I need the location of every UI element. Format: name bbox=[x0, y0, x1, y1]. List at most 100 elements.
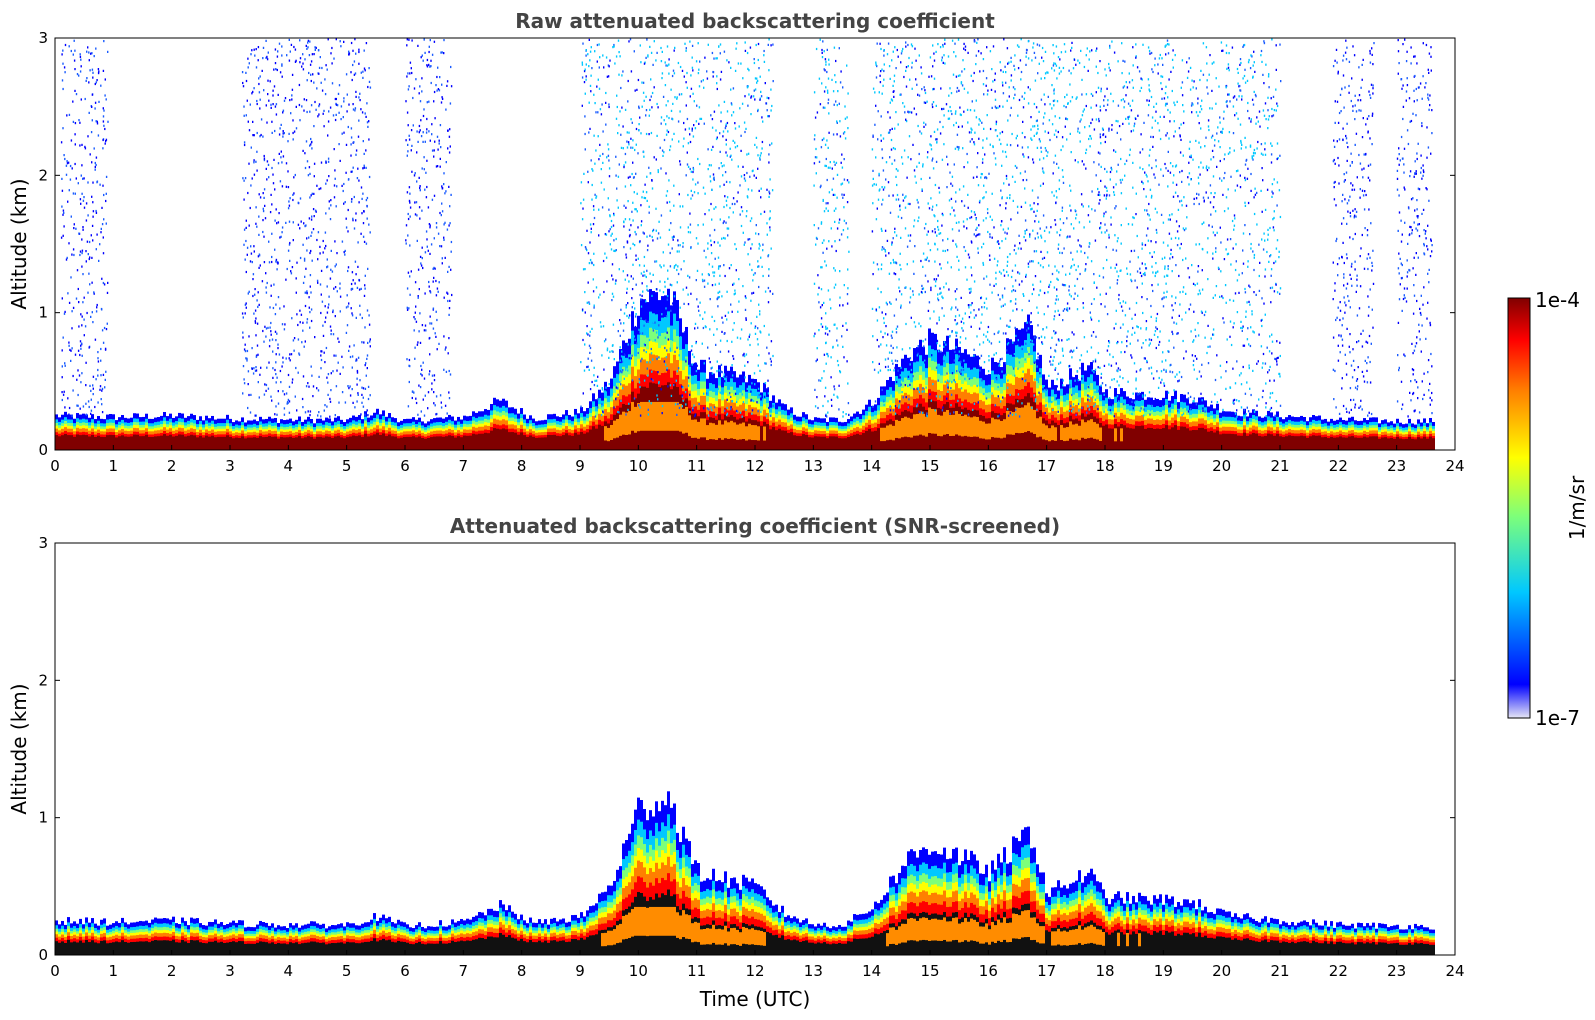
noise-point bbox=[272, 103, 274, 106]
noise-point bbox=[94, 82, 96, 86]
noise-point bbox=[260, 366, 262, 369]
noise-point bbox=[87, 253, 89, 256]
noise-point bbox=[350, 287, 353, 291]
noise-point bbox=[364, 413, 366, 416]
noise-point bbox=[324, 305, 326, 308]
noise-point bbox=[70, 215, 72, 218]
noise-point bbox=[358, 201, 360, 204]
noise-point bbox=[355, 95, 357, 98]
noise-point bbox=[77, 393, 79, 397]
noise-point bbox=[368, 80, 371, 83]
heatmap-cell bbox=[1240, 435, 1243, 450]
noise-point bbox=[95, 47, 97, 50]
noise-point bbox=[330, 333, 332, 336]
noise-point bbox=[344, 253, 346, 256]
noise-point bbox=[365, 42, 368, 45]
noise-point bbox=[242, 85, 245, 88]
heatmap-column bbox=[1027, 314, 1030, 450]
noise-point bbox=[369, 394, 371, 397]
noise-point bbox=[312, 385, 315, 388]
heatmap-column bbox=[661, 296, 664, 450]
noise-point bbox=[248, 335, 250, 338]
heatmap-column bbox=[1327, 421, 1330, 450]
noise-point bbox=[247, 191, 249, 195]
heatmap-cell bbox=[1354, 437, 1357, 450]
heatmap-column bbox=[1309, 417, 1312, 450]
heatmap-cell bbox=[283, 437, 286, 450]
noise-point bbox=[312, 73, 314, 76]
heatmap-column bbox=[853, 413, 856, 450]
noise-point bbox=[241, 71, 244, 74]
noise-point bbox=[258, 193, 260, 196]
noise-point bbox=[285, 221, 287, 224]
heatmap-cell bbox=[1168, 429, 1171, 450]
noise-point bbox=[80, 65, 82, 68]
noise-point bbox=[266, 366, 268, 369]
noise-point bbox=[367, 341, 369, 344]
heatmap-column bbox=[745, 382, 748, 450]
noise-point bbox=[99, 388, 101, 391]
heatmap-cell bbox=[1012, 412, 1015, 435]
heatmap-column bbox=[109, 413, 112, 450]
noise-point bbox=[306, 290, 308, 293]
heatmap-column bbox=[1252, 409, 1255, 450]
heatmap-column bbox=[928, 328, 931, 450]
noise-point bbox=[76, 378, 78, 381]
noise-point bbox=[94, 101, 97, 104]
noise-point bbox=[88, 111, 90, 114]
noise-point bbox=[100, 307, 103, 311]
noise-point bbox=[327, 157, 330, 160]
noise-point bbox=[255, 369, 258, 372]
heatmap-column bbox=[1279, 417, 1282, 450]
heatmap-cell bbox=[289, 436, 292, 450]
noise-point bbox=[252, 120, 254, 123]
noise-point bbox=[83, 334, 85, 337]
heatmap-cell bbox=[811, 437, 814, 450]
heatmap-cell bbox=[1009, 411, 1012, 435]
noise-point bbox=[292, 138, 294, 141]
heatmap-column bbox=[151, 418, 154, 450]
heatmap-column bbox=[790, 407, 793, 450]
noise-point bbox=[365, 362, 367, 365]
heatmap-cell bbox=[589, 429, 592, 450]
noise-point bbox=[357, 393, 359, 396]
noise-point bbox=[274, 62, 277, 65]
noise-point bbox=[98, 70, 100, 73]
heatmap-column bbox=[628, 338, 631, 450]
noise-point bbox=[81, 238, 83, 241]
heatmap-column bbox=[1222, 411, 1225, 450]
noise-point bbox=[339, 295, 342, 298]
noise-point bbox=[102, 120, 105, 123]
noise-point bbox=[334, 265, 336, 268]
heatmap-cell bbox=[1279, 436, 1282, 450]
noise-point bbox=[94, 107, 96, 110]
noise-point bbox=[243, 141, 246, 144]
noise-point bbox=[104, 386, 106, 389]
noise-point bbox=[68, 242, 70, 245]
noise-point bbox=[309, 251, 311, 255]
noise-point bbox=[258, 215, 260, 218]
heatmap-cell bbox=[1222, 433, 1225, 450]
noise-point bbox=[80, 202, 82, 205]
noise-point bbox=[275, 68, 277, 71]
heatmap-column bbox=[1063, 386, 1066, 450]
heatmap-cell bbox=[1231, 433, 1234, 450]
noise-point bbox=[329, 218, 332, 221]
heatmap-column bbox=[943, 340, 946, 450]
noise-point bbox=[296, 409, 298, 412]
heatmap-cell bbox=[844, 438, 847, 450]
heatmap-cell bbox=[358, 435, 361, 450]
noise-point bbox=[300, 220, 302, 223]
heatmap-cell bbox=[211, 435, 214, 450]
heatmap-column bbox=[1057, 390, 1060, 450]
noise-point bbox=[354, 282, 356, 285]
heatmap-column bbox=[697, 369, 700, 450]
heatmap-column bbox=[571, 416, 574, 450]
noise-point bbox=[331, 46, 333, 50]
noise-point bbox=[244, 303, 247, 306]
noise-point bbox=[351, 170, 353, 173]
heatmap-cell bbox=[58, 436, 61, 450]
noise-point bbox=[61, 365, 63, 368]
noise-speckles bbox=[60, 38, 1433, 418]
heatmap-cell bbox=[631, 401, 634, 431]
